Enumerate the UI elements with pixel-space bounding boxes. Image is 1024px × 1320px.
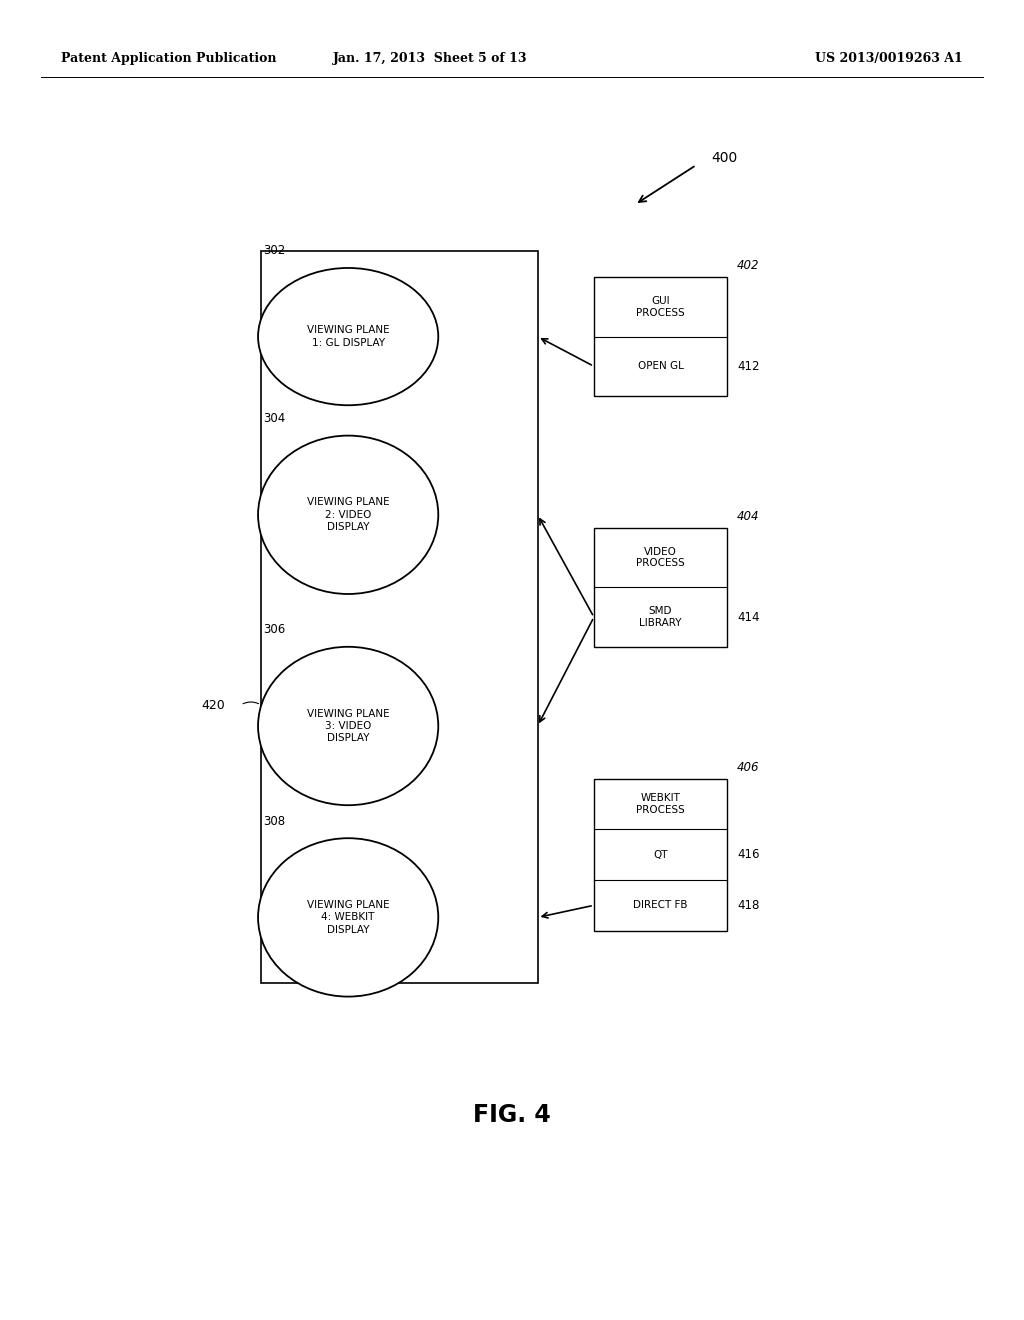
Bar: [261, 251, 538, 983]
Ellipse shape: [258, 436, 438, 594]
Text: 404: 404: [737, 510, 760, 523]
Bar: [594, 779, 727, 931]
Text: Jan. 17, 2013  Sheet 5 of 13: Jan. 17, 2013 Sheet 5 of 13: [333, 51, 527, 65]
Ellipse shape: [258, 268, 438, 405]
Text: 412: 412: [737, 360, 760, 372]
Text: 306: 306: [263, 623, 286, 636]
Text: 400: 400: [712, 152, 738, 165]
Text: QT: QT: [653, 850, 668, 859]
Text: UI: UI: [419, 719, 435, 734]
Text: VIEWING PLANE
1: GL DISPLAY: VIEWING PLANE 1: GL DISPLAY: [307, 326, 389, 347]
Text: VIEWING PLANE
4: WEBKIT
DISPLAY: VIEWING PLANE 4: WEBKIT DISPLAY: [307, 900, 389, 935]
Text: DIRECT FB: DIRECT FB: [633, 900, 688, 911]
Text: SMD
LIBRARY: SMD LIBRARY: [639, 606, 682, 628]
Ellipse shape: [258, 838, 438, 997]
Text: OPEN GL: OPEN GL: [638, 362, 683, 371]
Text: WEBKIT
PROCESS: WEBKIT PROCESS: [636, 793, 685, 814]
Text: 402: 402: [737, 259, 760, 272]
Text: 406: 406: [737, 760, 760, 774]
Text: 420: 420: [202, 698, 225, 711]
Text: 414: 414: [737, 611, 760, 623]
Text: GUI
PROCESS: GUI PROCESS: [636, 296, 685, 318]
Text: VIEWING PLANE
3: VIDEO
DISPLAY: VIEWING PLANE 3: VIDEO DISPLAY: [307, 709, 389, 743]
Text: 418: 418: [737, 899, 760, 912]
Text: 308: 308: [263, 814, 286, 828]
Text: VIEWING PLANE
2: VIDEO
DISPLAY: VIEWING PLANE 2: VIDEO DISPLAY: [307, 498, 389, 532]
Text: 304: 304: [263, 412, 286, 425]
Text: FIG. 4: FIG. 4: [473, 1104, 551, 1127]
Text: Patent Application Publication: Patent Application Publication: [61, 51, 276, 65]
Bar: [594, 528, 727, 647]
Ellipse shape: [258, 647, 438, 805]
Text: VIDEO
PROCESS: VIDEO PROCESS: [636, 546, 685, 569]
Text: 302: 302: [263, 244, 286, 257]
Text: 416: 416: [737, 849, 760, 861]
Text: US 2013/0019263 A1: US 2013/0019263 A1: [815, 51, 963, 65]
Bar: [594, 277, 727, 396]
